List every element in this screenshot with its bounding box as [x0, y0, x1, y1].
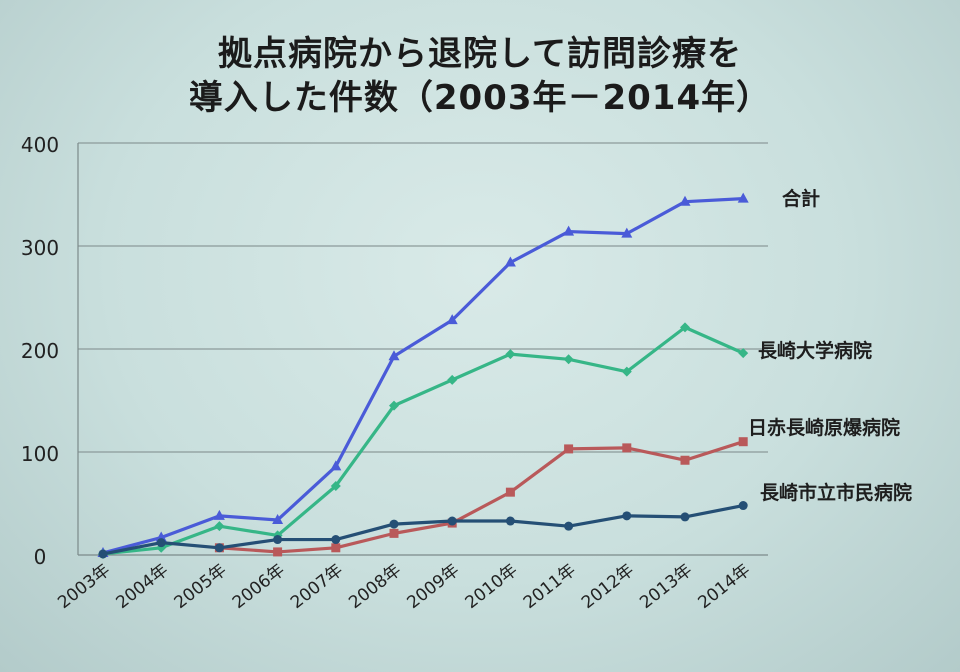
data-point: [156, 538, 166, 548]
data-point: [98, 549, 108, 559]
x-tick-label: 2003年: [54, 560, 114, 613]
data-point: [621, 227, 633, 238]
y-tick-label: 100: [21, 442, 59, 466]
series-line: [102, 325, 744, 556]
data-point: [679, 195, 691, 206]
data-point: [622, 443, 632, 453]
data-point: [214, 543, 224, 553]
data-point: [388, 350, 400, 361]
x-tick-label: 2006年: [229, 560, 289, 613]
data-point: [505, 349, 516, 360]
data-point: [389, 400, 399, 411]
data-point: [273, 547, 283, 557]
x-tick-label: 2010年: [462, 560, 522, 613]
data-point: [505, 516, 515, 526]
series-label: 長崎市立市民病院: [760, 481, 912, 504]
data-point: [331, 543, 341, 553]
data-point: [563, 354, 574, 365]
series-line: [102, 197, 744, 555]
data-point: [214, 521, 225, 532]
chart-title-line-2: 導入した件数（2003年－2014年）: [188, 78, 772, 118]
data-point: [447, 516, 457, 526]
x-tick-label: 2013年: [636, 560, 696, 613]
data-point: [564, 521, 574, 531]
data-point: [738, 437, 748, 447]
x-tick-label: 2004年: [112, 560, 172, 613]
data-point: [446, 314, 458, 325]
series-label: 日赤長崎原爆病院: [748, 416, 900, 439]
y-tick-label: 400: [21, 133, 59, 157]
series-label: 合計: [782, 187, 820, 210]
y-tick-label: 200: [21, 339, 59, 363]
series-line: [102, 503, 744, 556]
data-point: [389, 528, 399, 538]
x-tick-label: 2011年: [520, 560, 580, 613]
data-point: [505, 487, 515, 497]
data-point: [738, 348, 749, 359]
data-point: [331, 535, 341, 545]
data-point: [273, 535, 283, 545]
data-point: [330, 480, 341, 491]
data-point: [622, 511, 632, 521]
data-point: [680, 512, 690, 522]
series-line: [219, 440, 744, 554]
x-tick-label: 2012年: [578, 560, 638, 613]
data-point: [680, 455, 690, 465]
data-point: [330, 460, 342, 471]
data-point: [621, 366, 632, 377]
data-point: [738, 501, 748, 511]
y-tick-label: 0: [34, 545, 47, 569]
x-tick-label: 2009年: [403, 560, 463, 613]
data-point: [213, 509, 225, 520]
data-point: [389, 519, 399, 529]
data-point: [680, 322, 690, 333]
data-point: [737, 192, 749, 203]
x-tick-label: 2014年: [694, 560, 754, 613]
data-point: [504, 256, 516, 267]
chart-title-line-1: 拠点病院から退院して訪問診療を: [218, 34, 742, 74]
data-point: [272, 513, 284, 524]
data-point: [155, 531, 167, 542]
x-tick-label: 2008年: [345, 560, 405, 613]
series-label: 長崎大学病院: [758, 339, 872, 362]
data-point: [564, 444, 574, 454]
data-point: [447, 374, 458, 385]
y-tick-label: 300: [21, 236, 59, 260]
x-tick-label: 2005年: [171, 560, 231, 613]
x-tick-label: 2007年: [287, 560, 347, 613]
data-point: [563, 225, 575, 236]
